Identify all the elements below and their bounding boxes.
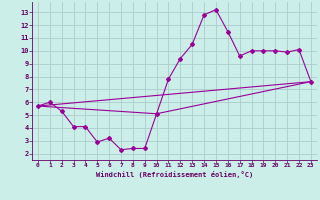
X-axis label: Windchill (Refroidissement éolien,°C): Windchill (Refroidissement éolien,°C) bbox=[96, 171, 253, 178]
